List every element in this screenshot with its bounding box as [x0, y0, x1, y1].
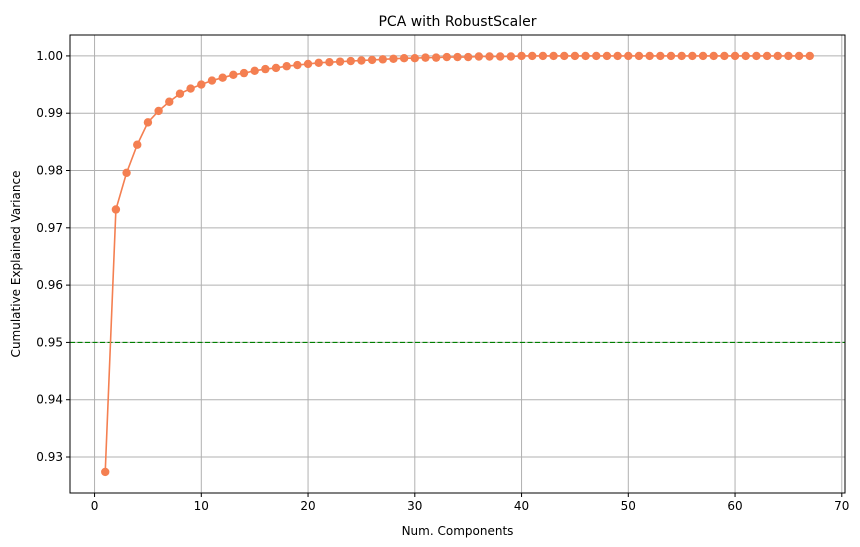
y-tick-label: 0.99: [36, 106, 63, 120]
data-point: [698, 51, 708, 61]
data-point: [442, 52, 452, 62]
data-point: [709, 51, 718, 61]
data-point: [261, 64, 270, 74]
data-point: [293, 60, 302, 70]
y-axis-label: Cumulative Explained Variance: [9, 171, 23, 358]
data-point: [624, 51, 633, 61]
data-point: [378, 55, 387, 64]
data-point: [794, 51, 804, 61]
data-point: [143, 118, 153, 127]
data-point: [271, 63, 281, 73]
data-point: [506, 52, 516, 61]
data-point: [517, 51, 526, 61]
y-tick-label: 1.00: [36, 49, 63, 63]
data-point: [229, 70, 238, 80]
data-point: [762, 51, 772, 61]
data-point: [613, 51, 622, 61]
y-axis-ticks: 0.93 0.94 0.95 0.96 0.97 0.98 0.99 1.00: [36, 49, 70, 464]
data-point: [165, 97, 174, 106]
data-point: [602, 51, 612, 61]
data-point: [656, 51, 665, 61]
data-point: [570, 51, 580, 61]
data-point: [303, 59, 313, 69]
data-point: [133, 140, 142, 149]
data-point: [560, 51, 569, 61]
data-point: [666, 51, 676, 61]
data-point: [645, 51, 654, 61]
plot-frame: [69, 34, 846, 494]
x-axis-label: Num. Components: [402, 524, 514, 538]
data-point: [474, 52, 484, 61]
data-point: [730, 51, 740, 61]
data-point: [677, 51, 686, 61]
data-point: [399, 54, 409, 63]
data-point: [431, 53, 441, 62]
data-point: [197, 80, 206, 89]
data-point: [528, 51, 537, 61]
data-point: [101, 467, 110, 477]
x-axis-ticks: 0 10 20 30 40 50 60 70: [91, 493, 849, 513]
data-point: [741, 51, 750, 61]
data-point: [122, 168, 131, 178]
data-point: [495, 52, 505, 61]
data-point: [175, 89, 185, 98]
x-tick-label: 20: [300, 499, 315, 513]
data-point: [463, 52, 473, 62]
y-tick-label: 0.93: [36, 450, 63, 464]
data-point: [314, 58, 323, 67]
data-point: [250, 66, 259, 76]
data-point: [688, 51, 697, 61]
x-tick-label: 30: [407, 499, 422, 513]
data-point: [592, 51, 601, 61]
data-point: [367, 55, 377, 65]
data-point: [218, 73, 227, 82]
data-point: [421, 53, 430, 62]
data-point: [752, 51, 761, 61]
data-point: [549, 51, 558, 61]
x-tick-label: 0: [91, 499, 99, 513]
x-tick-label: 50: [621, 499, 636, 513]
data-point: [282, 62, 291, 71]
y-tick-label: 0.95: [36, 335, 63, 349]
data-point: [389, 54, 398, 63]
data-point: [186, 84, 195, 93]
y-tick-label: 0.96: [36, 278, 63, 292]
y-tick-label: 0.98: [36, 164, 63, 178]
x-tick-label: 10: [194, 499, 209, 513]
data-point: [773, 51, 782, 61]
data-point: [410, 54, 420, 63]
data-point: [111, 205, 121, 214]
data-point: [805, 51, 814, 61]
data-point: [784, 51, 793, 61]
data-point: [720, 51, 729, 61]
data-point: [207, 76, 217, 85]
data-point: [239, 68, 249, 78]
data-point: [538, 51, 548, 61]
data-point: [634, 51, 644, 61]
data-point: [335, 57, 345, 66]
x-tick-label: 60: [727, 499, 742, 513]
x-tick-label: 70: [834, 499, 849, 513]
data-point: [154, 106, 163, 116]
data-point: [485, 52, 494, 61]
data-point: [453, 52, 462, 62]
x-tick-label: 40: [514, 499, 529, 513]
data-point: [325, 58, 334, 67]
series-layer: [101, 51, 814, 477]
data-point: [581, 51, 590, 61]
y-tick-label: 0.94: [36, 393, 63, 407]
chart-title: PCA with RobustScaler: [378, 14, 536, 30]
data-point: [346, 56, 355, 66]
data-point: [357, 56, 366, 65]
y-tick-label: 0.97: [36, 221, 63, 235]
